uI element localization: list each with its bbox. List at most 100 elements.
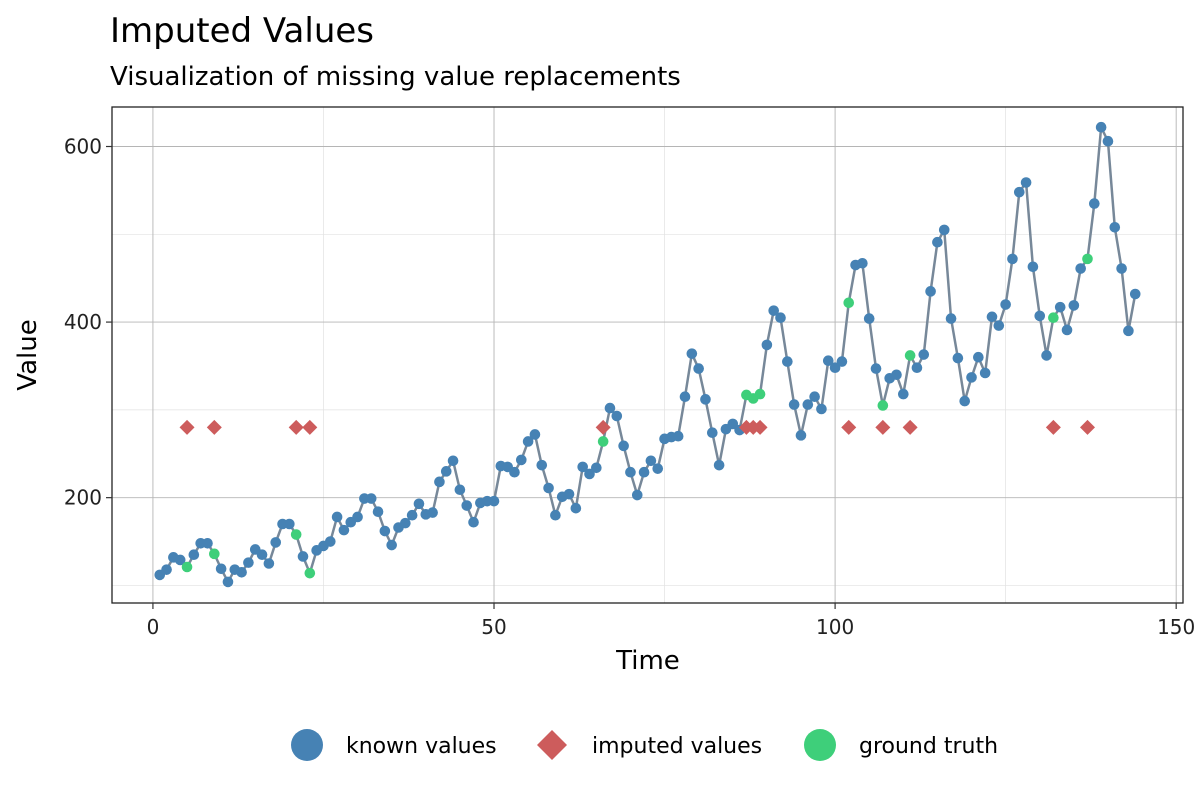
known-value-point [1116,263,1127,274]
x-tick-label: 100 [816,615,854,639]
known-value-point [952,352,964,364]
known-value-point [236,566,247,578]
series-line-group [158,125,1137,584]
known-value-point [440,466,452,477]
known-value-point [713,459,725,471]
known-value-point [202,538,213,549]
known-value-point [816,403,827,415]
imputed-value-point [841,419,857,435]
known-value-point [509,466,520,478]
ground-truth-point [1082,253,1093,265]
known-value-point [324,536,336,547]
known-value-point [795,430,807,441]
known-value-point [829,362,841,374]
known-value-point [638,466,650,478]
axis-ticks: 0 50 100 150 200 400 600 [64,135,1195,639]
known-value-point [618,440,629,452]
known-value-point [427,507,438,518]
known-value-point [925,286,936,297]
known-value-point [863,313,875,324]
data-marks [154,121,1141,588]
known-value-point [836,356,848,367]
known-value-point [898,388,909,400]
known-value-point [788,399,800,410]
known-value-point [488,495,500,507]
legend-truth-key [804,729,836,761]
known-value-point [1075,263,1086,274]
known-value-point [693,363,704,374]
ground-truth-point [304,567,316,579]
known-value-point [365,493,377,504]
legend-known-label: known values [346,734,497,759]
known-value-point [379,525,391,537]
y-axis-title: Value [13,319,43,390]
known-value-point [802,399,814,410]
known-value-point [243,557,254,568]
ground-truth-point [754,388,766,400]
y-tick-label: 600 [64,135,102,159]
known-value-point [1054,301,1066,313]
known-value-point [386,539,397,551]
known-value-point [932,236,943,248]
known-value-point [1041,350,1052,361]
known-value-point [761,339,773,351]
known-value-point [959,395,971,407]
known-value-point [945,313,957,324]
known-value-point [1061,324,1073,336]
known-value-point [188,549,200,561]
known-value-point [891,369,902,381]
known-value-point [563,488,575,500]
known-value-point [413,498,425,510]
imputed-value-point [752,419,768,435]
imputed-value-point [1045,419,1061,435]
known-value-point [1034,310,1046,322]
imputed-value-point [902,419,918,435]
known-value-point [611,410,623,422]
known-value-point [631,489,643,501]
known-value-point [270,537,282,548]
known-value-point [447,455,459,467]
known-value-point [1068,300,1080,311]
ground-truth-point [1048,312,1059,323]
known-value-point [1007,253,1018,265]
known-value-point [672,430,684,442]
known-value-point [174,554,186,566]
known-value-point [522,436,534,447]
known-value-point [515,454,527,466]
known-value-point [297,551,309,562]
known-value-point [331,511,343,523]
known-value-point [993,320,1005,331]
imputed-value-point [302,419,318,435]
ground-truth-point [209,548,220,560]
known-value-point [870,363,882,374]
known-value-point [966,372,977,383]
known-value-point [822,355,834,367]
known-value-point [1013,186,1025,198]
known-value-point [809,391,820,402]
legend-imputed-key [537,730,567,760]
known-value-point [536,459,548,471]
grid [112,107,1183,603]
series-line [158,125,1137,584]
ground-truth-point [290,529,302,540]
known-value-point [461,500,473,511]
known-value-point [1027,261,1039,273]
ground-truth-point [597,436,609,447]
known-value-point [256,549,268,561]
known-value-point [652,463,664,474]
known-value-point [454,484,466,496]
imputed-value-point [288,419,304,435]
known-value-point [938,224,950,236]
known-value-point [1089,198,1100,209]
known-value-point [434,476,445,488]
known-value-point [686,348,698,359]
known-value-point [782,356,793,367]
known-value-point [979,367,991,379]
known-value-point [911,362,923,374]
known-value-point [543,482,554,494]
known-value-point [1109,221,1121,233]
ground-truth-point [181,561,193,573]
known-value-point [406,509,418,521]
known-value-point [584,468,595,480]
